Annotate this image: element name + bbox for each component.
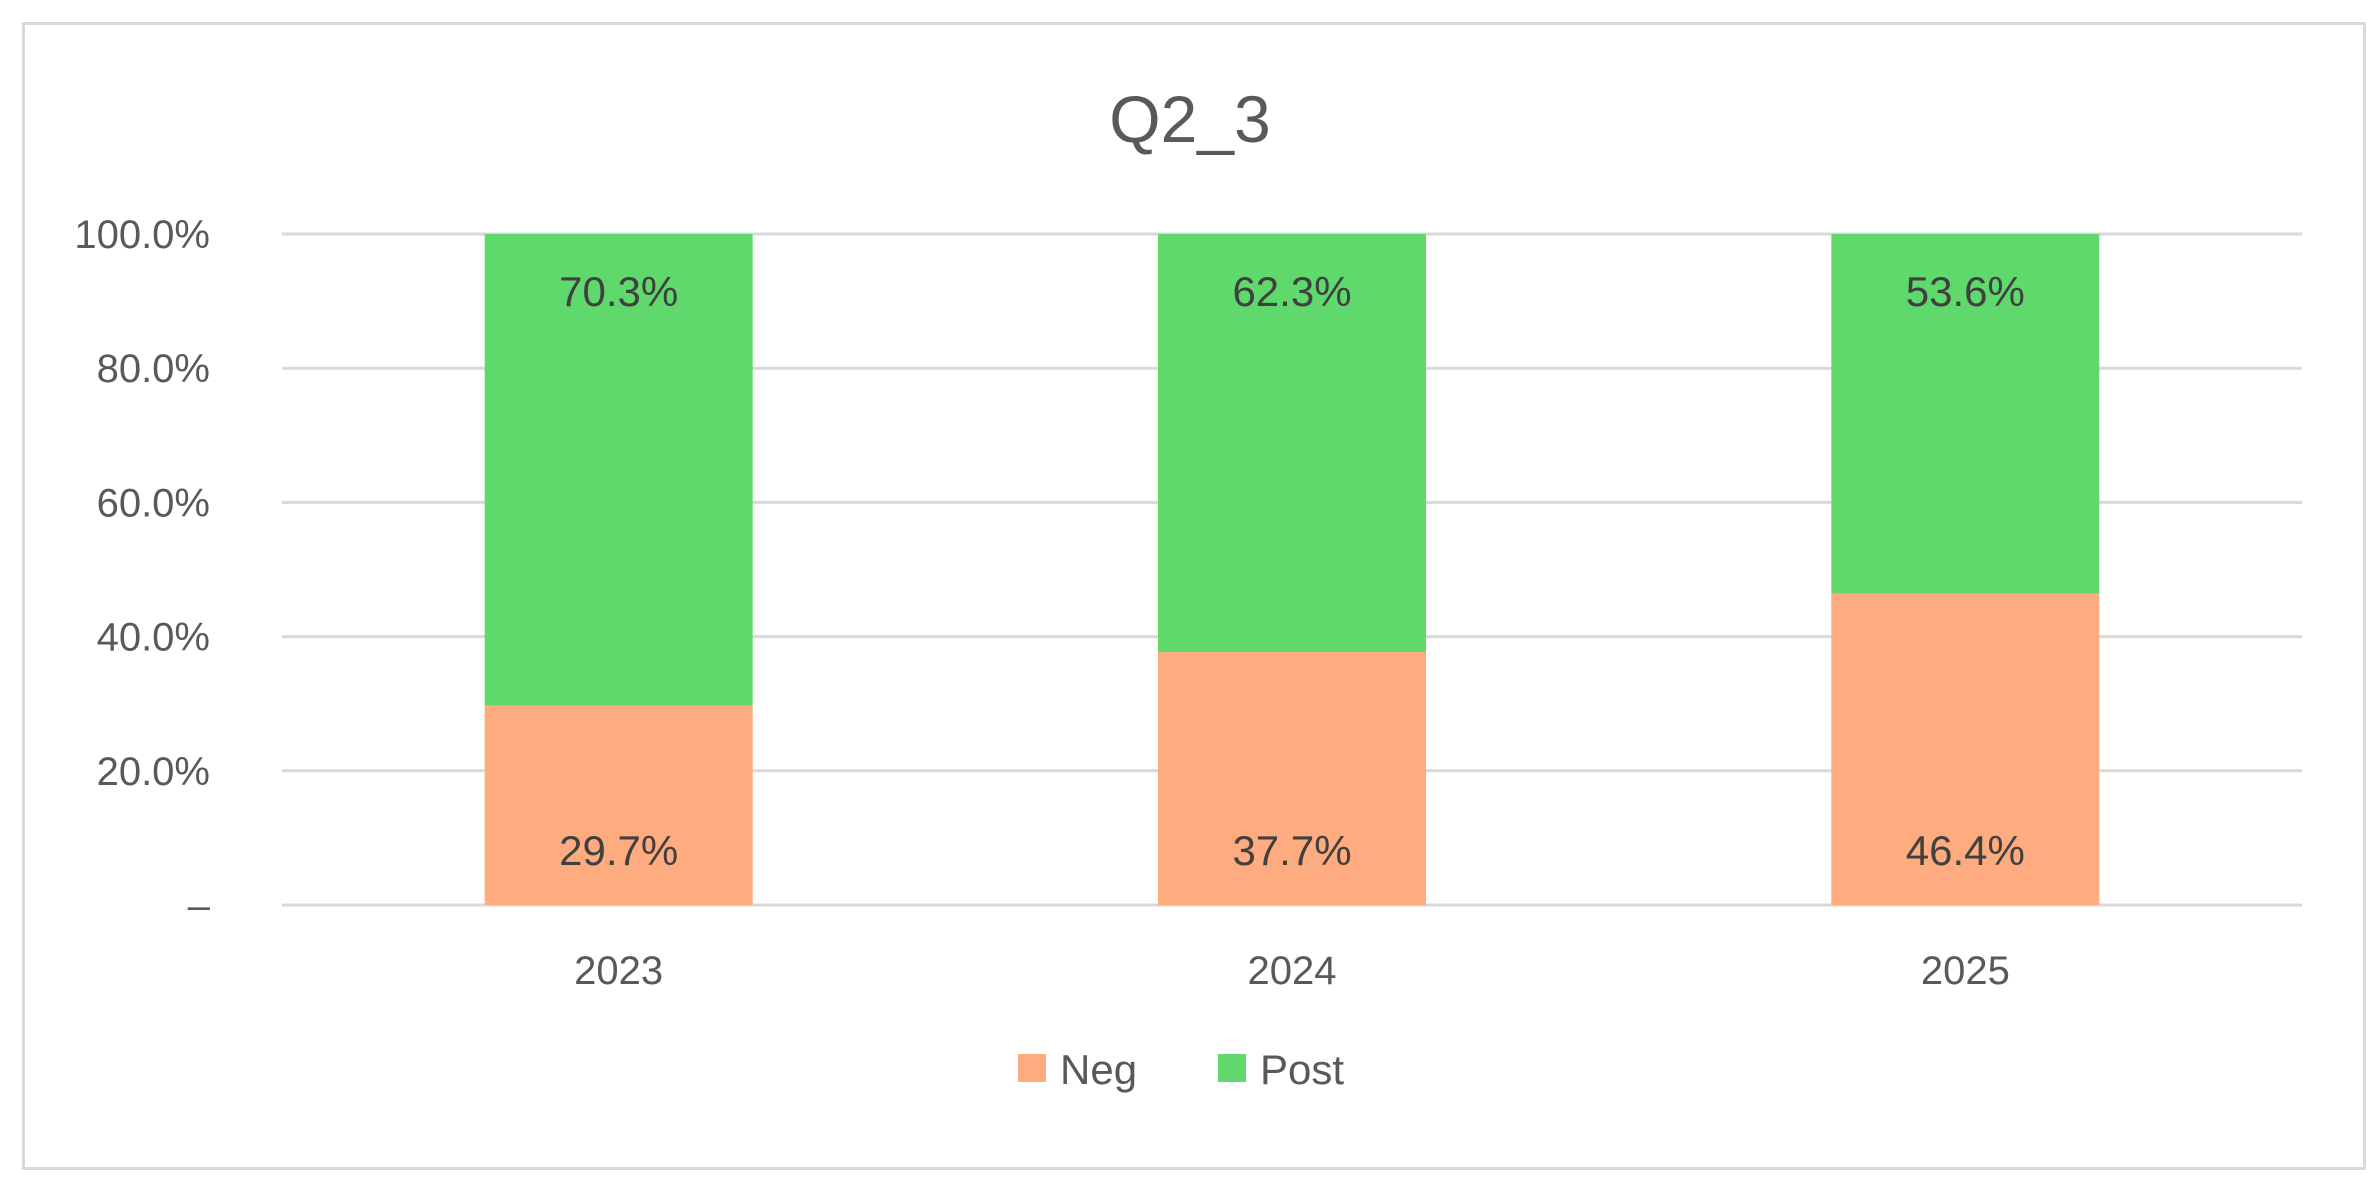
y-tick-label-4: 80.0% — [97, 347, 210, 391]
x-axis-ticks: 2023 2024 2025 — [574, 949, 2010, 993]
y-tick-label-5: 100.0% — [74, 213, 210, 257]
legend-label-post: Post — [1260, 1046, 1344, 1093]
bars — [484, 234, 2100, 905]
data-label-neg-2025: 46.4% — [1906, 827, 2025, 874]
data-labels: 29.7% 70.3% 37.7% 62.3% 46.4% 53.6% — [559, 268, 2025, 874]
data-label-neg-2024: 37.7% — [1232, 827, 1351, 874]
x-tick-label-2025: 2025 — [1921, 949, 2010, 993]
legend-swatch-neg — [1018, 1054, 1046, 1082]
y-axis-ticks: – 20.0% 40.0% 60.0% 80.0% 100.0% — [74, 213, 210, 928]
bar-post-2023 — [484, 234, 753, 706]
chart-title: Q2_3 — [1109, 82, 1270, 156]
bar-neg-2025 — [1831, 593, 2100, 905]
data-label-neg-2023: 29.7% — [559, 827, 678, 874]
x-tick-label-2023: 2023 — [574, 949, 663, 993]
y-tick-label-2: 40.0% — [97, 616, 210, 660]
bar-post-2025 — [1831, 234, 2100, 594]
data-label-post-2024: 62.3% — [1232, 268, 1351, 315]
y-tick-label-1: 20.0% — [97, 750, 210, 794]
bar-neg-2024 — [1158, 652, 1426, 905]
y-tick-label-3: 60.0% — [97, 481, 210, 525]
data-label-post-2025: 53.6% — [1906, 268, 2025, 315]
bar-post-2024 — [1158, 234, 1426, 653]
bar-neg-2023 — [484, 705, 753, 905]
data-label-post-2023: 70.3% — [559, 268, 678, 315]
legend-label-neg: Neg — [1060, 1046, 1137, 1093]
legend: Neg Post — [1018, 1046, 1344, 1093]
y-tick-label-0: – — [188, 884, 211, 928]
legend-swatch-post — [1218, 1054, 1246, 1082]
x-tick-label-2024: 2024 — [1248, 949, 1337, 993]
